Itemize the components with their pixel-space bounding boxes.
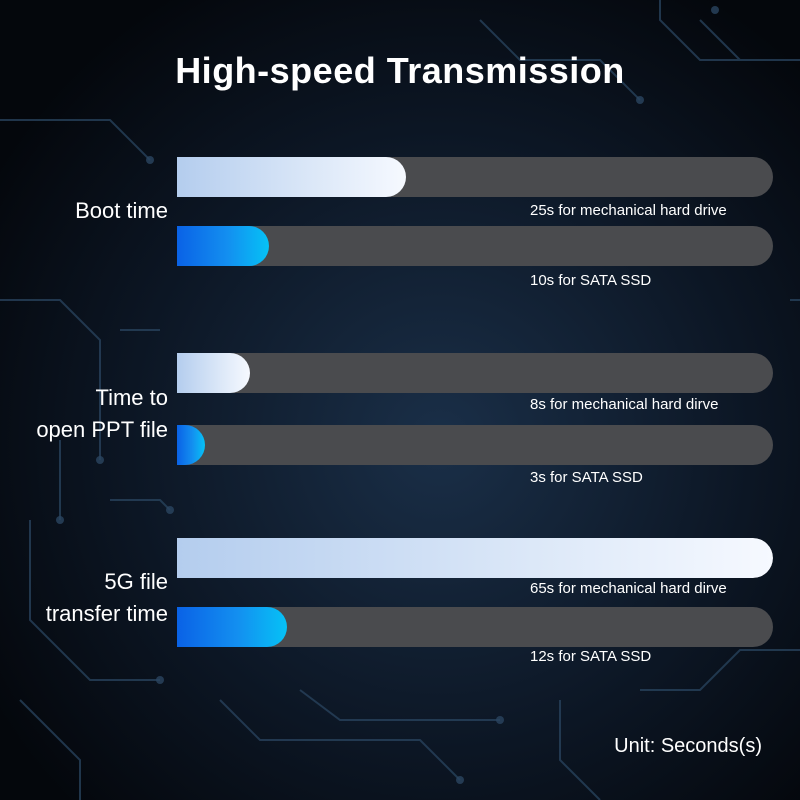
bar-ppt-hdd — [177, 353, 250, 393]
caption-boot-ssd: 10s for SATA SSD — [530, 272, 652, 289]
bar-track — [177, 157, 773, 197]
group-label-ppt: Time to open PPT file — [36, 382, 168, 446]
group-label-line: transfer time — [45, 601, 168, 626]
group-label-line: open PPT file — [36, 417, 168, 442]
chart-title: High-speed Transmission — [175, 50, 625, 91]
bar-track — [177, 353, 773, 393]
group-label-boot-time: Boot time — [75, 195, 168, 227]
bar-track — [177, 226, 773, 266]
bar-boot-ssd — [177, 226, 269, 266]
caption-boot-hdd: 25s for mechanical hard drive — [530, 202, 727, 219]
bar-transfer-ssd — [177, 607, 287, 647]
bar-track — [177, 538, 773, 578]
bar-ppt-ssd — [177, 425, 205, 465]
caption-transfer-ssd: 12s for SATA SSD — [530, 648, 652, 665]
bar-boot-hdd — [177, 157, 406, 197]
group-label-line: 5G file — [104, 569, 168, 594]
bar-track — [177, 425, 773, 465]
group-label-transfer: 5G file transfer time — [46, 566, 168, 630]
group-label-line: Boot time — [75, 198, 168, 223]
unit-note: Unit: Seconds(s) — [614, 735, 762, 757]
group-label-line: Time to — [95, 385, 168, 410]
bar-track — [177, 607, 773, 647]
caption-ppt-ssd: 3s for SATA SSD — [530, 469, 643, 486]
caption-transfer-hdd: 65s for mechanical hard dirve — [530, 580, 727, 597]
caption-ppt-hdd: 8s for mechanical hard dirve — [530, 396, 719, 413]
bar-transfer-hdd — [177, 538, 773, 578]
